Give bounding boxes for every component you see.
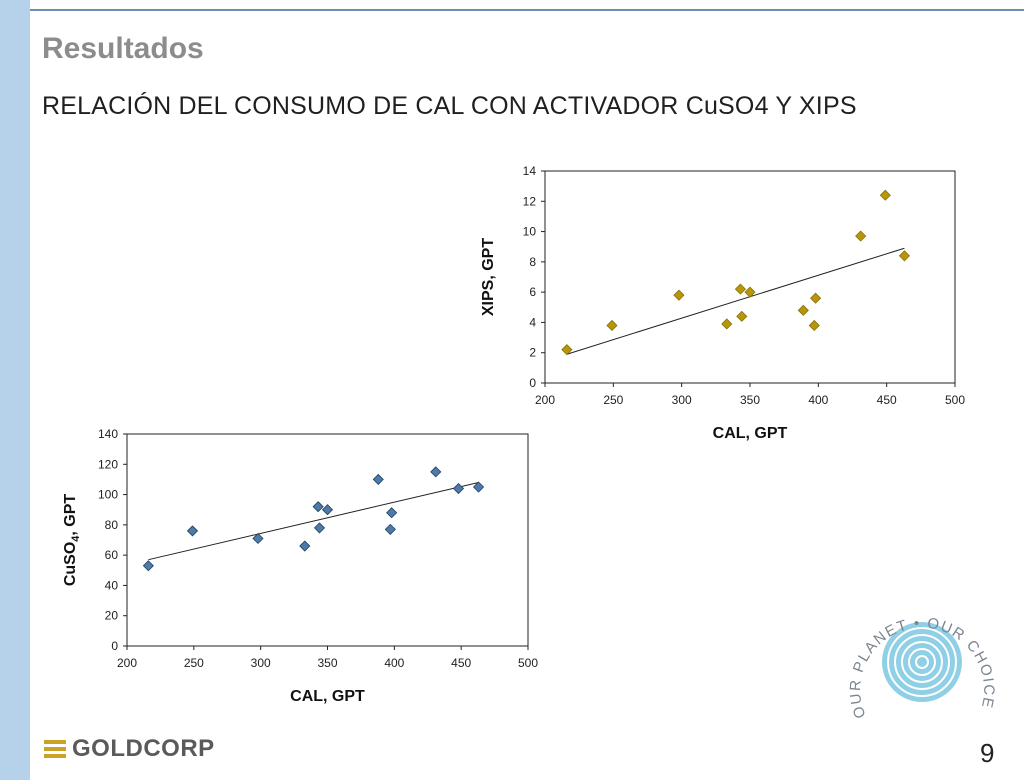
data-point xyxy=(855,230,867,242)
y-tick-label: 2 xyxy=(529,346,536,360)
x-tick-label: 350 xyxy=(317,656,337,670)
x-tick-label: 200 xyxy=(117,656,137,670)
plot-area-frame xyxy=(126,433,529,647)
data-point xyxy=(734,283,746,295)
y-tick-label: 60 xyxy=(105,548,119,562)
y-axis-label: XIPS, GPT xyxy=(480,238,497,316)
x-tick-label: 450 xyxy=(877,393,897,407)
y-axis-label: CuSO4, GPT xyxy=(62,494,82,587)
plot-area-frame xyxy=(544,170,956,384)
goldcorp-logo: GOLDCORP xyxy=(44,733,215,765)
y-axis-label-main: CuSO xyxy=(62,542,79,586)
data-point xyxy=(142,560,154,572)
x-tick-label: 450 xyxy=(451,656,471,670)
data-point xyxy=(744,286,756,298)
x-tick-label: 250 xyxy=(603,393,623,407)
x-tick-label: 400 xyxy=(808,393,828,407)
x-tick-label: 250 xyxy=(184,656,204,670)
data-point xyxy=(452,482,465,495)
x-tick-label: 500 xyxy=(945,393,965,407)
y-tick-label: 4 xyxy=(529,315,536,329)
y-tick-label: 0 xyxy=(111,639,118,653)
data-point xyxy=(808,319,820,332)
our-planet-badge: OUR PLANET • OUR CHOICES • OUR LEGACY • xyxy=(832,588,996,721)
data-point xyxy=(721,318,733,330)
data-point xyxy=(810,292,822,304)
x-tick-label: 400 xyxy=(384,656,404,670)
y-tick-label: 6 xyxy=(529,285,536,299)
y-axis-label-tail: , GPT xyxy=(62,494,79,536)
chart-cuso4-vs-cal: 0 20 40 60 80 100 120 140 200 250 300 350 400 450 500 C… xyxy=(62,427,538,705)
x-axis-label: CAL, GPT xyxy=(290,688,365,705)
data-point xyxy=(430,466,442,478)
slide-sidebar-band xyxy=(0,0,30,780)
y-tick-label: 8 xyxy=(529,255,536,269)
data-point xyxy=(312,501,324,513)
y-tick-label: 100 xyxy=(98,488,118,502)
data-point xyxy=(386,507,398,519)
y-tick-label: 80 xyxy=(105,518,119,532)
data-point xyxy=(252,532,264,545)
y-tick-label: 0 xyxy=(529,376,536,390)
y-tick-label: 20 xyxy=(105,609,119,623)
trendline xyxy=(566,247,905,355)
data-point xyxy=(321,504,334,516)
trendline xyxy=(148,481,479,561)
data-point xyxy=(561,344,573,356)
y-tick-label: 14 xyxy=(523,164,537,178)
y-tick-label: 12 xyxy=(523,194,537,208)
slide-heading: Resultados xyxy=(42,32,204,65)
slide-subtitle: RELACIÓN DEL CONSUMO DE CAL CON ACTIVADO… xyxy=(42,92,857,120)
goldcorp-logo-text: GOLDCORP xyxy=(72,735,215,762)
y-tick-label: 120 xyxy=(98,457,118,471)
page-number: 9 xyxy=(980,738,995,768)
x-tick-label: 200 xyxy=(535,393,555,407)
x-tick-label: 500 xyxy=(518,656,538,670)
data-point xyxy=(736,310,748,322)
y-tick-label: 140 xyxy=(98,427,118,441)
y-tick-label: 40 xyxy=(105,578,119,592)
fingerprint-icon xyxy=(882,622,962,702)
data-point xyxy=(472,481,485,493)
data-point xyxy=(606,319,618,332)
x-tick-label: 300 xyxy=(251,656,271,670)
x-tick-label: 350 xyxy=(740,393,760,407)
data-point xyxy=(673,289,685,301)
y-tick-label: 10 xyxy=(523,225,537,239)
data-point xyxy=(186,525,199,537)
data-point xyxy=(313,522,326,534)
data-point xyxy=(372,473,384,485)
data-point xyxy=(898,250,910,262)
slide-top-rule xyxy=(30,9,1024,11)
goldcorp-mark-icon xyxy=(44,740,66,758)
data-point xyxy=(879,189,891,201)
x-axis-label: CAL, GPT xyxy=(713,425,788,442)
data-point xyxy=(299,540,311,552)
y-axis-label-subscript: 4 xyxy=(70,535,82,542)
chart-xips-vs-cal: 0 2 4 6 8 10 12 14 200 250 300 350 400 450 500 CAL, GPT… xyxy=(480,164,965,442)
data-point xyxy=(797,304,809,316)
data-point xyxy=(384,523,396,535)
x-tick-label: 300 xyxy=(672,393,692,407)
